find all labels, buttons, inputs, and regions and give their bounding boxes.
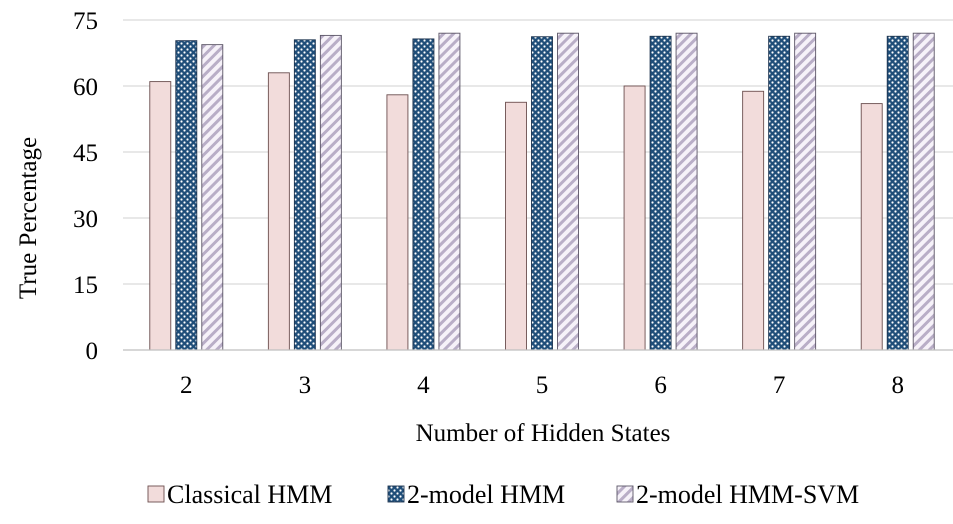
y-tick-label: 75 <box>73 8 98 35</box>
x-tick-label: 8 <box>891 372 904 399</box>
bar-2-model-hmm-svm-5 <box>557 32 579 351</box>
legend: Classical HMM 2-model HMM 2-model HMM-SVM <box>147 480 859 509</box>
bar-2-model-hmm-svm-4 <box>438 32 461 351</box>
y-tick-label: 30 <box>73 206 98 233</box>
legend-label: 2-model HMM <box>407 480 565 509</box>
bar-classical-hmm-3 <box>267 72 290 351</box>
bar-2-model-hmm-svm-2 <box>201 44 224 351</box>
legend-label: 2-model HMM-SVM <box>636 480 859 509</box>
bar-classical-hmm-4 <box>386 94 409 351</box>
bar-2-model-hmm-svm-7 <box>794 32 817 351</box>
y-tick-label: 15 <box>73 272 98 299</box>
bar-2-model-hmm-6 <box>649 35 672 351</box>
y-tick-label: 60 <box>73 74 98 101</box>
bar-2-model-hmm-4 <box>412 38 435 351</box>
legend-swatch <box>147 485 165 503</box>
bar-classical-hmm-5 <box>505 101 527 351</box>
x-tick-labels: 2 3 4 5 6 7 8 <box>180 372 904 399</box>
legend-label: Classical HMM <box>167 480 332 509</box>
x-tick-label: 5 <box>536 372 549 399</box>
bar-classical-hmm-7 <box>742 90 765 351</box>
x-tick-label: 3 <box>299 372 312 399</box>
bar-2-model-hmm-8 <box>886 35 909 351</box>
bar-2-model-hmm-svm-8 <box>912 32 935 351</box>
bar-2-model-hmm-svm-6 <box>675 32 698 351</box>
y-tick-label: 45 <box>73 140 98 167</box>
x-tick-label: 2 <box>180 372 193 399</box>
y-tick-label: 0 <box>86 338 99 365</box>
x-axis-label: Number of Hidden States <box>416 420 671 447</box>
legend-swatch <box>616 485 634 503</box>
bars <box>149 32 935 351</box>
bar-classical-hmm-2 <box>149 81 172 351</box>
x-tick-label: 7 <box>773 372 786 399</box>
bar-2-model-hmm-7 <box>768 35 791 351</box>
y-axis-label: True Percentage <box>15 137 42 299</box>
bar-2-model-hmm-2 <box>175 40 198 351</box>
bar-classical-hmm-6 <box>623 85 646 351</box>
bar-2-model-hmm-5 <box>531 36 553 351</box>
legend-swatch <box>387 485 405 503</box>
x-tick-label: 6 <box>654 372 667 399</box>
bar-classical-hmm-8 <box>860 103 883 351</box>
bar-2-model-hmm-svm-3 <box>319 34 342 351</box>
y-tick-labels: 0 15 30 45 60 75 <box>73 8 98 365</box>
bar-2-model-hmm-3 <box>293 39 316 351</box>
x-tick-label: 4 <box>417 372 430 399</box>
